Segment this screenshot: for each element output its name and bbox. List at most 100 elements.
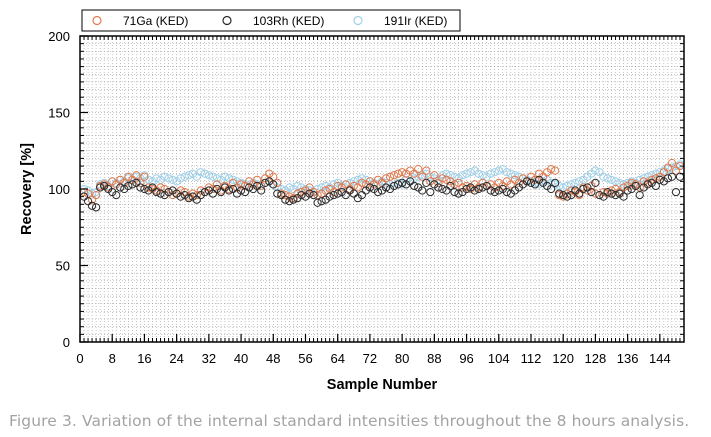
data-point-series-2 [184, 194, 193, 203]
data-point-series-2 [438, 184, 447, 194]
data-point-series-1 [192, 191, 201, 200]
data-point-series-2 [587, 187, 596, 197]
data-point-series-3 [87, 189, 97, 198]
y-tick-label: 0 [63, 335, 70, 350]
data-point-series-2 [563, 192, 572, 201]
data-point-series-2 [261, 178, 270, 187]
data-point-series-3 [619, 180, 628, 189]
data-point-series-2 [526, 178, 536, 187]
data-point-series-3 [446, 171, 455, 180]
data-point-series-1 [357, 178, 366, 187]
data-point-series-2 [92, 203, 101, 212]
x-tick-label: 24 [169, 351, 183, 366]
data-point-series-3 [160, 172, 169, 181]
data-point-series-2 [224, 186, 234, 195]
data-point-series-1 [506, 180, 515, 189]
data-point-series-2 [394, 180, 403, 189]
data-point-series-3 [506, 169, 515, 178]
data-point-series-1 [655, 172, 664, 181]
x-tick-label: 96 [459, 351, 473, 366]
x-axis-label: Sample Number [327, 377, 438, 393]
data-point-series-2 [426, 187, 435, 197]
data-point-series-2 [156, 189, 165, 198]
data-point-series-2 [575, 189, 584, 198]
data-point-series-3 [438, 171, 447, 180]
data-point-series-3 [607, 175, 616, 184]
data-point-series-2 [450, 187, 459, 197]
data-point-series-1 [667, 158, 677, 168]
data-point-series-3 [442, 169, 451, 178]
data-point-series-1 [434, 178, 443, 187]
data-point-series-1 [321, 186, 330, 195]
data-point-series-3 [277, 184, 286, 194]
data-point-series-3 [285, 183, 294, 192]
data-point-series-2 [655, 175, 664, 184]
data-point-series-1 [583, 186, 592, 195]
data-point-series-2 [192, 195, 201, 204]
data-point-series-2 [454, 189, 463, 198]
data-point-series-2 [273, 189, 282, 198]
data-point-series-2 [176, 192, 185, 201]
data-points [79, 158, 685, 212]
data-point-series-2 [671, 187, 681, 197]
data-point-series-2 [277, 191, 286, 200]
data-point-series-1 [430, 171, 439, 180]
data-point-series-1 [381, 174, 391, 183]
data-point-series-2 [434, 183, 443, 192]
x-tick-label: 48 [266, 351, 280, 366]
data-point-series-2 [349, 189, 358, 198]
data-point-series-2 [530, 180, 540, 189]
chart-svg: 0 8 16 24 32 40 48 56 64 72 80 88 96 104 112 120 128 136 1… [19, 9, 685, 393]
data-point-series-3 [208, 172, 217, 181]
data-point-series-2 [87, 201, 97, 210]
data-point-series-2 [148, 183, 157, 192]
data-point-series-2 [389, 181, 399, 191]
x-tick-label: 80 [395, 351, 409, 366]
data-point-series-1 [341, 180, 350, 189]
data-point-series-1 [607, 186, 616, 195]
data-point-series-2 [289, 195, 298, 204]
data-point-series-3 [204, 171, 213, 180]
data-point-series-2 [547, 184, 556, 194]
data-point-series-2 [281, 195, 290, 204]
data-point-series-2 [116, 183, 125, 192]
figure-caption: Figure 3. Variation of the internal stan… [9, 412, 690, 430]
data-point-series-2 [559, 191, 568, 200]
data-point-series-2 [579, 184, 588, 194]
data-point-series-2 [482, 181, 491, 191]
data-point-series-1 [136, 178, 145, 187]
data-point-series-1 [156, 183, 165, 192]
data-point-series-3 [615, 178, 624, 187]
x-axis-ticks: 0 8 16 24 32 40 48 56 64 72 80 88 96 104 112 120 128 136 1… [76, 36, 685, 366]
x-tick-label: 0 [76, 351, 83, 366]
data-point-series-1 [567, 186, 576, 195]
data-point-series-3 [575, 177, 584, 186]
x-tick-label: 32 [202, 351, 216, 366]
data-point-series-1 [180, 187, 189, 197]
data-point-series-2 [83, 197, 93, 206]
data-point-series-2 [329, 191, 338, 200]
data-point-series-1 [414, 165, 423, 174]
data-point-series-1 [394, 169, 403, 178]
data-point-series-3 [196, 168, 205, 177]
data-point-series-3 [486, 169, 495, 178]
data-point-series-2 [313, 198, 322, 207]
data-point-series-1 [240, 181, 250, 191]
data-point-series-2 [490, 187, 499, 197]
data-point-series-2 [112, 191, 121, 200]
data-point-series-1 [297, 187, 306, 197]
data-point-series-1 [547, 165, 556, 174]
data-point-series-2 [410, 181, 419, 191]
data-point-series-3 [349, 177, 358, 186]
data-point-series-1 [281, 191, 290, 200]
data-point-series-3 [212, 174, 222, 183]
data-point-series-2 [257, 186, 266, 195]
data-point-series-2 [124, 181, 133, 191]
y-tick-label: 200 [48, 29, 70, 44]
data-point-series-2 [333, 189, 342, 198]
data-point-series-3 [200, 169, 209, 178]
legend-box [81, 9, 461, 32]
data-point-series-2 [373, 187, 383, 197]
data-point-series-2 [309, 191, 318, 200]
data-point-series-2 [216, 187, 226, 197]
